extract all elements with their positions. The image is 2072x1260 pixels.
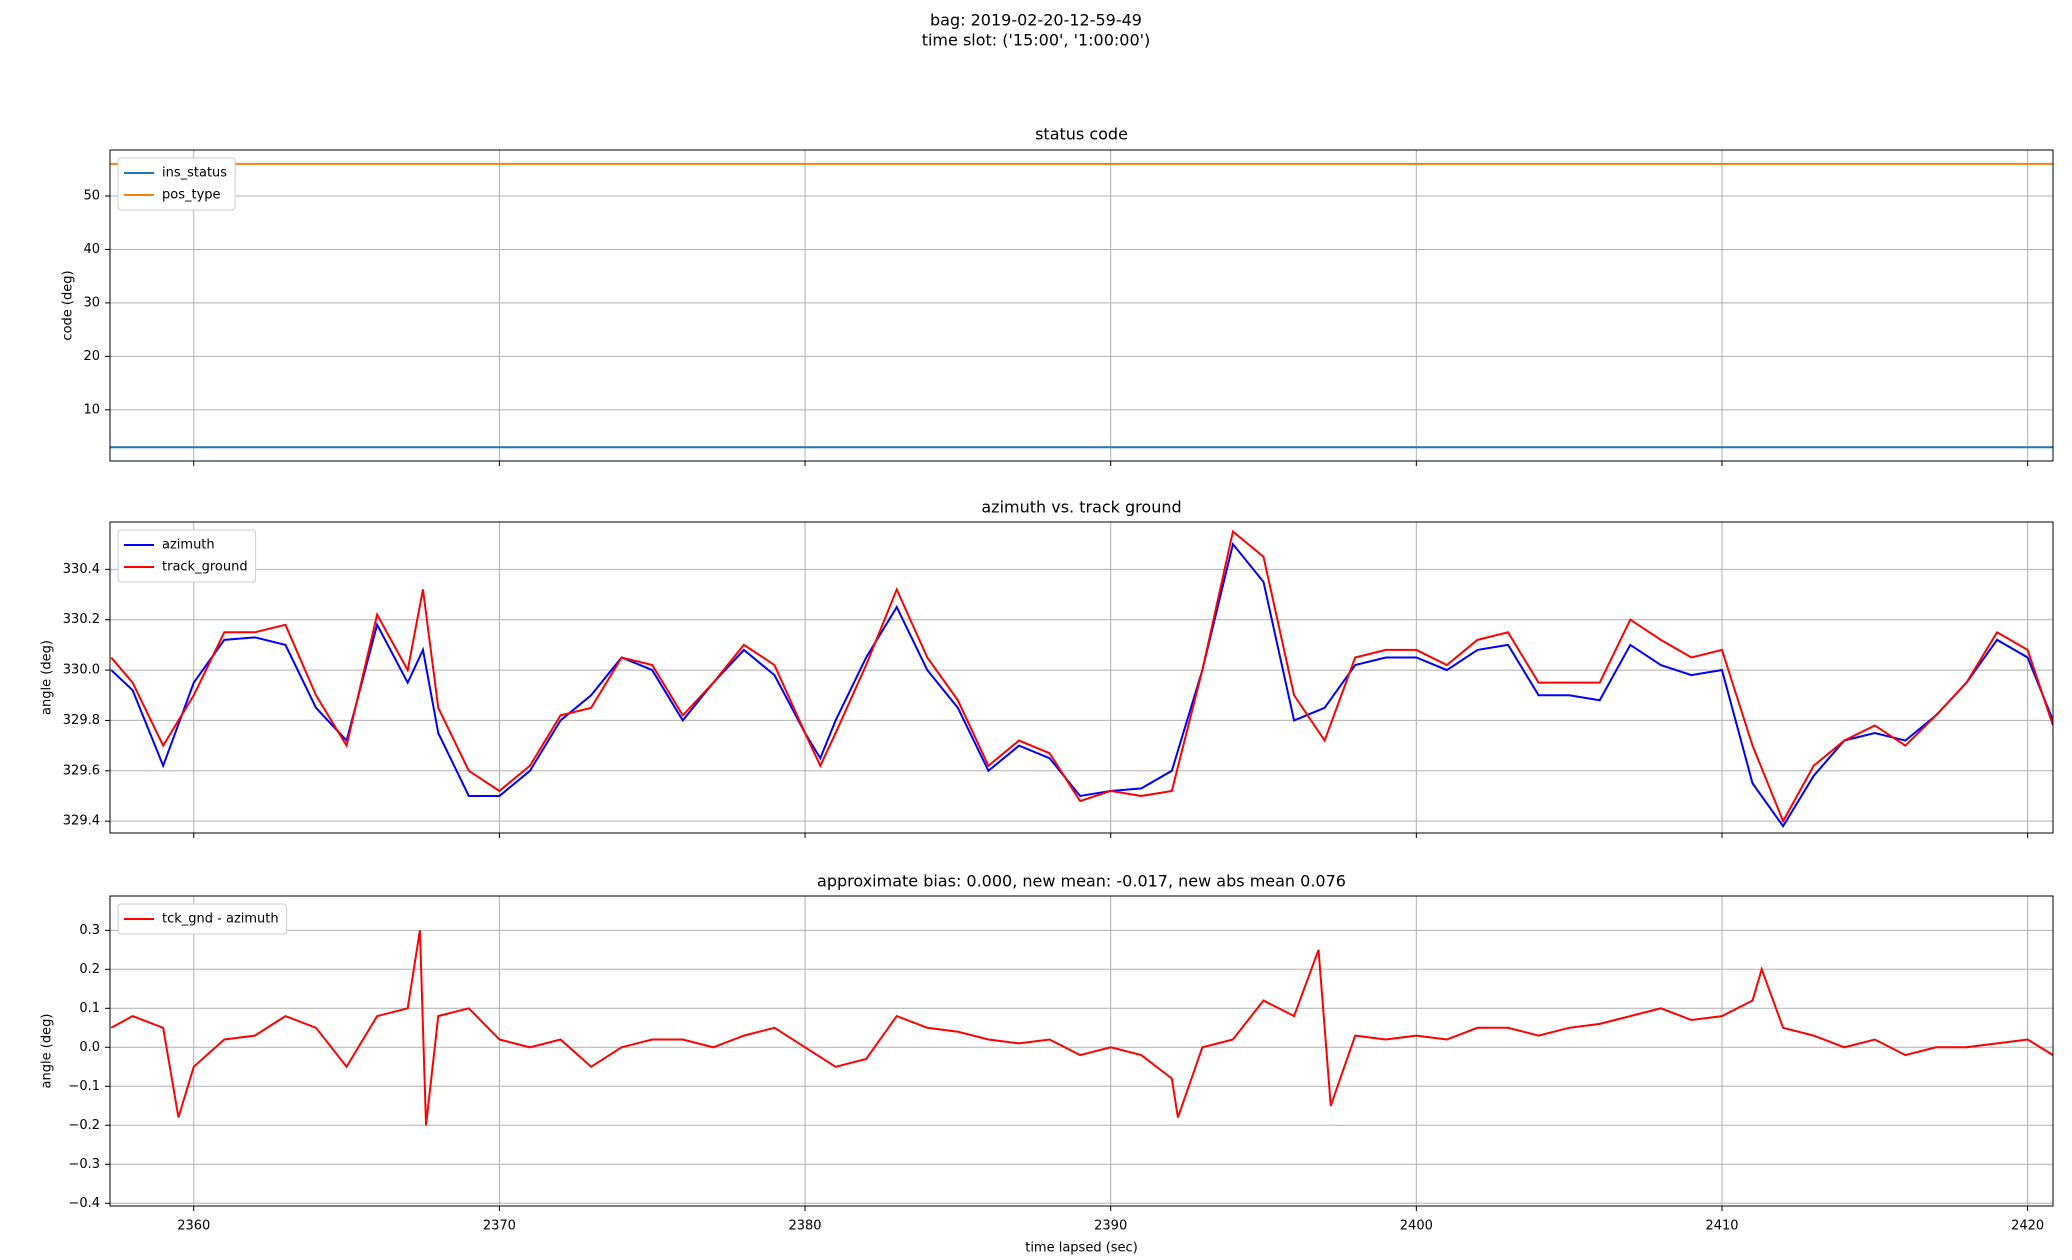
x-tick-label: 2410 [1705,1219,1738,1234]
x-tick-label: 2400 [1400,1219,1433,1234]
y-tick-label: 329.8 [63,713,100,728]
series-line [110,541,2053,829]
x-axis-label: time lapsed (sec) [1025,1241,1138,1256]
legend-box [117,157,236,211]
figure-title: bag: 2019-02-20-12-59-49 [930,11,1142,30]
y-tick-label: 50 [83,188,100,203]
y-axis-label: angle (deg) [40,640,55,715]
y-tick-label: 330.4 [63,562,100,577]
y-tick-label: 329.6 [63,763,100,778]
legend-label: ins_status [162,166,227,181]
x-tick-label: 2380 [788,1219,821,1234]
y-tick-label: 0.2 [79,962,100,977]
y-tick-label: −0.4 [68,1196,100,1211]
x-tick-label: 2420 [2011,1219,2044,1234]
plot-frame [109,521,2054,834]
plot-frame [109,895,2054,1207]
legend-box [117,529,257,583]
y-tick-label: 330.0 [63,663,100,678]
plot-frame [109,149,2054,462]
y-tick-label: 329.4 [63,814,100,829]
y-tick-label: 0.3 [79,923,100,938]
y-tick-label: 20 [83,349,100,364]
y-tick-label: 0.0 [79,1040,100,1055]
legend-label: tck_gnd - azimuth [162,912,279,927]
y-tick-label: −0.1 [68,1079,100,1094]
series-line [110,529,2053,824]
y-tick-label: −0.2 [68,1118,100,1133]
figure-subtitle: time slot: ('15:00', '1:00:00') [922,31,1151,50]
panel-title: status code [1035,125,1128,144]
legend: azimuth track_ground [117,529,257,583]
legend: tck_gnd - azimuth [117,903,288,935]
y-tick-label: 10 [83,402,100,417]
x-tick-label: 2360 [177,1219,210,1234]
y-tick-label: 0.1 [79,1001,100,1016]
x-tick-label: 2390 [1094,1219,1127,1234]
legend-box [117,903,288,935]
legend-label: pos_type [162,188,221,203]
legend-label: track_ground [162,560,248,575]
legend: ins_status pos_type [117,157,236,211]
panel-title: approximate bias: 0.000, new mean: -0.01… [817,872,1346,891]
y-tick-label: 330.2 [63,612,100,627]
y-tick-label: 40 [83,242,100,257]
legend-label: azimuth [162,538,215,553]
panel-title: azimuth vs. track ground [981,498,1181,517]
y-tick-label: −0.3 [68,1157,100,1172]
y-axis-label: code (deg) [61,270,76,340]
series-line [110,930,2053,1126]
x-tick-label: 2370 [483,1219,516,1234]
y-tick-label: 30 [83,295,100,310]
y-axis-label: angle (deg) [40,1014,55,1089]
